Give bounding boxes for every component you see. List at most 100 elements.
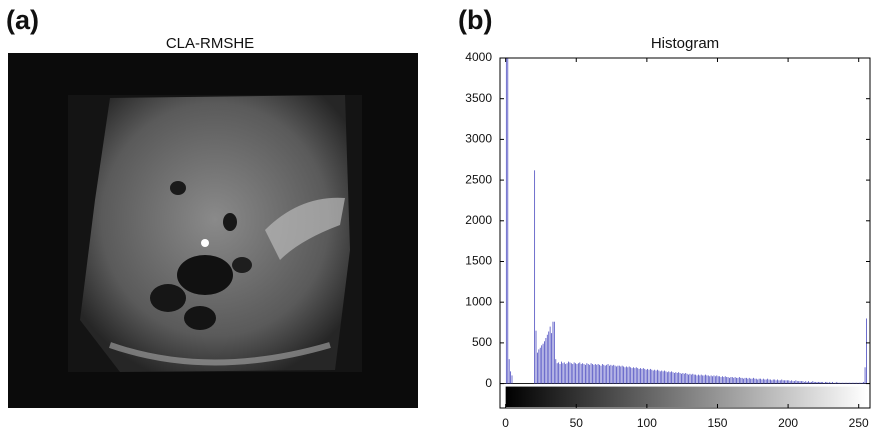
bar — [819, 381, 821, 384]
bar — [592, 364, 593, 384]
bar — [634, 368, 636, 384]
bar — [860, 382, 862, 384]
bar — [575, 363, 576, 384]
bar — [689, 373, 691, 384]
bar — [668, 371, 670, 384]
bar — [723, 377, 725, 384]
bar — [785, 380, 787, 384]
bar — [837, 382, 839, 384]
bar — [655, 370, 657, 384]
bar — [692, 373, 694, 384]
bar — [693, 374, 695, 384]
bar — [623, 366, 624, 384]
bar — [830, 382, 832, 384]
bar — [748, 377, 750, 384]
bar — [731, 377, 733, 384]
bar — [857, 382, 859, 384]
bar — [507, 58, 509, 384]
bar — [683, 373, 685, 384]
bar — [671, 371, 673, 384]
bar — [553, 321, 555, 384]
bar — [720, 377, 722, 384]
bar — [606, 364, 608, 384]
bar — [637, 368, 639, 384]
bar — [611, 365, 613, 384]
bar — [640, 368, 641, 384]
bar — [609, 365, 610, 384]
bar — [613, 364, 615, 384]
bar — [597, 364, 599, 384]
bar — [813, 381, 815, 384]
bar — [535, 330, 537, 384]
bar — [642, 368, 644, 384]
bar — [541, 345, 543, 384]
bar — [795, 380, 797, 384]
bar — [549, 326, 551, 384]
bar — [652, 370, 654, 384]
bar — [836, 381, 838, 384]
bar — [764, 379, 766, 384]
bar — [850, 382, 852, 384]
bar — [633, 367, 634, 384]
bar — [661, 370, 663, 384]
bar — [647, 368, 648, 384]
bar — [682, 373, 684, 384]
bar — [620, 366, 622, 384]
bar — [545, 338, 547, 384]
intensity-bar — [505, 386, 868, 407]
bar — [510, 371, 512, 384]
bar — [789, 381, 791, 384]
bar — [648, 369, 650, 384]
bar — [815, 381, 817, 384]
bar — [861, 382, 863, 384]
bar — [840, 382, 842, 384]
bar — [585, 364, 586, 384]
bar — [856, 382, 858, 384]
bar — [746, 377, 747, 384]
y-tick-label: 0 — [485, 376, 492, 390]
x-tick-label: 0 — [502, 416, 509, 430]
bar — [709, 376, 711, 384]
bar — [562, 363, 564, 384]
bar — [568, 361, 569, 384]
bar — [816, 381, 818, 384]
bar — [664, 370, 665, 384]
bar — [579, 362, 581, 384]
bar — [777, 379, 778, 384]
bar — [699, 375, 701, 384]
bar — [853, 382, 855, 384]
axes-frame — [499, 57, 871, 409]
bar — [775, 380, 777, 384]
bar — [688, 374, 689, 384]
bar — [628, 366, 630, 384]
panel-label: (a) — [6, 5, 39, 35]
bar — [719, 376, 721, 384]
bar — [858, 382, 860, 384]
x-tick-label: 100 — [637, 416, 657, 430]
bar — [681, 373, 682, 384]
image-title: CLA-RMSHE — [166, 35, 254, 52]
bar — [697, 374, 699, 384]
bar — [730, 377, 732, 384]
bar — [743, 378, 745, 384]
bar — [788, 380, 790, 384]
bar — [866, 318, 867, 384]
ultrasound-image — [8, 53, 418, 408]
bar — [673, 373, 675, 384]
bar — [737, 377, 739, 384]
bar — [610, 364, 612, 384]
bar — [747, 378, 749, 384]
bar — [583, 364, 585, 384]
bar — [565, 364, 567, 384]
bar — [563, 362, 565, 384]
bar — [727, 377, 729, 384]
bar — [722, 376, 723, 384]
bar — [751, 378, 753, 384]
bar — [644, 368, 646, 384]
bar — [716, 375, 718, 384]
bar — [676, 373, 678, 384]
bar — [635, 367, 637, 384]
bar — [561, 361, 562, 384]
bar — [791, 380, 793, 384]
